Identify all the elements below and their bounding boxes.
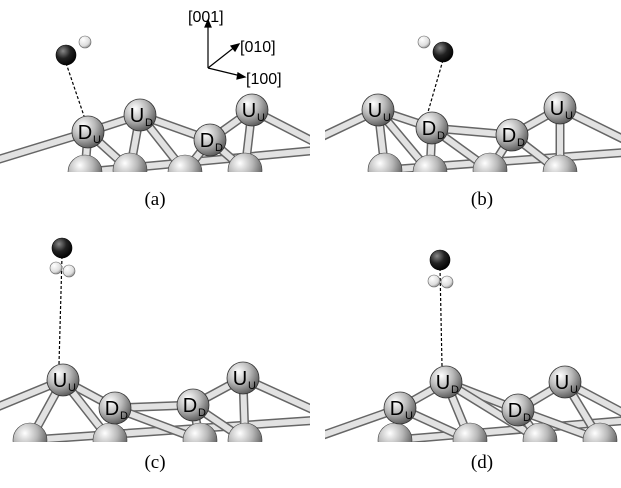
- atom-label: D: [183, 395, 197, 417]
- atom-subscript: D: [145, 117, 153, 129]
- atom-subscript: D: [523, 412, 531, 424]
- atom-subscript: U: [257, 112, 265, 124]
- atom-label: U: [53, 370, 67, 392]
- atom-label: D: [422, 118, 436, 140]
- axis-label: [100]: [246, 71, 282, 88]
- lower-atom: [68, 155, 102, 189]
- atom-label: U: [436, 372, 450, 394]
- figure: [001] [010] [100] DUUDDDUU(a)UUDDDDUU(b)…: [0, 0, 621, 488]
- atom-subscript: D: [437, 130, 445, 142]
- atom-subscript: U: [383, 112, 391, 124]
- atom-label: D: [200, 130, 214, 152]
- panel-label: (b): [471, 189, 493, 210]
- lower-atom: [93, 423, 127, 457]
- interaction-line: [428, 60, 443, 112]
- interaction-line: [66, 63, 84, 116]
- atom-subscript: U: [93, 134, 101, 146]
- hydrogen: [418, 36, 430, 48]
- axes-indicator: [001] [010] [100]: [188, 9, 282, 88]
- atom-subscript: D: [120, 410, 128, 422]
- atom-label: D: [78, 122, 92, 144]
- lower-atom: [583, 423, 617, 457]
- oxygen: [52, 238, 72, 258]
- lower-atom: [413, 155, 447, 189]
- oxygen: [433, 42, 453, 62]
- atom-subscript: D: [451, 384, 459, 396]
- atom-label: U: [368, 100, 382, 122]
- lower-atom: [543, 155, 577, 189]
- lower-atom: [228, 423, 262, 457]
- atom-label: U: [130, 105, 144, 127]
- oxygen: [430, 250, 450, 270]
- lower-atom: [13, 423, 47, 457]
- panel-label: (a): [144, 189, 165, 210]
- atom-label: D: [502, 125, 516, 147]
- lower-atom: [368, 153, 402, 187]
- lower-atom: [183, 423, 217, 457]
- lower-atom: [473, 153, 507, 187]
- hydrogen: [63, 265, 75, 277]
- atom-label: U: [555, 372, 569, 394]
- lower-atom: [228, 153, 262, 187]
- panel-label: (c): [144, 452, 165, 473]
- hydrogen: [441, 276, 453, 288]
- hydrogen: [50, 262, 62, 274]
- lower-atom: [378, 423, 412, 457]
- hydrogen: [79, 36, 91, 48]
- oxygen: [56, 45, 76, 65]
- axis-label: [001]: [188, 9, 224, 26]
- atom-label: U: [242, 100, 256, 122]
- atom-label: D: [390, 398, 404, 420]
- hydrogen: [428, 275, 440, 287]
- atom-subscript: U: [570, 384, 578, 396]
- lower-atom: [113, 153, 147, 187]
- atom-label: U: [550, 98, 564, 120]
- atom-label: D: [105, 398, 119, 420]
- lower-atom: [523, 423, 557, 457]
- atom-label: U: [233, 368, 247, 390]
- atom-subscript: D: [215, 142, 223, 154]
- atom-label: D: [508, 400, 522, 422]
- lower-atom: [168, 155, 202, 189]
- axis-label: [010]: [240, 39, 276, 56]
- panel-label: (d): [471, 452, 493, 473]
- atom-subscript: D: [198, 407, 206, 419]
- atom-subscript: U: [565, 110, 573, 122]
- atom-subscript: U: [68, 382, 76, 394]
- atom-subscript: U: [248, 380, 256, 392]
- atom-subscript: U: [405, 410, 413, 422]
- atom-subscript: D: [517, 137, 525, 149]
